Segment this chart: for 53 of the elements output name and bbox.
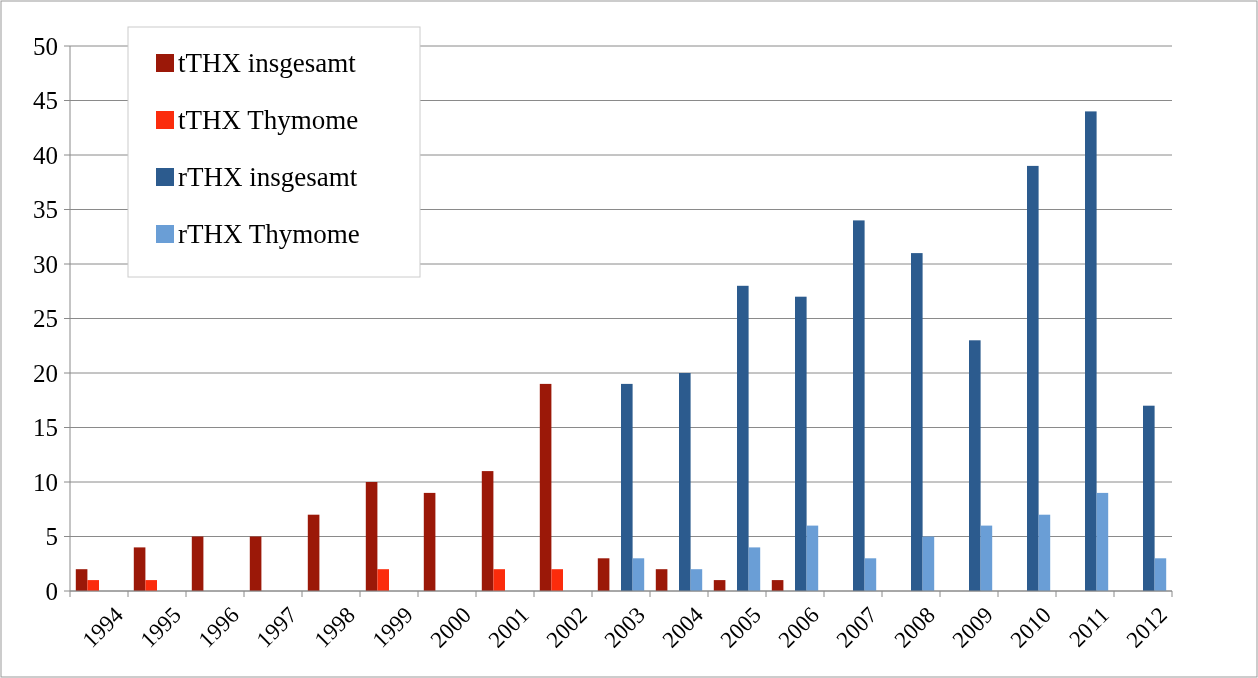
bar (87, 580, 99, 591)
y-tick-label: 30 (33, 250, 58, 278)
legend-label: tTHX Thymome (178, 105, 359, 136)
bar (795, 296, 807, 591)
bar (145, 580, 157, 591)
y-tick-label: 10 (33, 468, 58, 496)
y-tick-label: 50 (33, 32, 58, 60)
bar (1154, 558, 1167, 591)
bar (1143, 405, 1155, 591)
bar (911, 253, 923, 591)
bar (551, 569, 563, 591)
bar (806, 525, 819, 591)
bar (655, 569, 668, 591)
bar (690, 569, 703, 591)
y-tick-label: 35 (33, 196, 58, 224)
legend-label: rTHX insgesamt (178, 162, 358, 193)
y-tick-label: 5 (45, 523, 58, 551)
bar (597, 558, 610, 591)
bar (980, 525, 993, 591)
legend-label: tTHX insgesamt (178, 48, 357, 79)
y-tick-label: 45 (33, 87, 58, 115)
bar (737, 285, 749, 591)
bar (748, 547, 761, 591)
bar (539, 383, 552, 591)
y-tick-label: 20 (33, 359, 58, 387)
bar (1038, 514, 1051, 591)
bar (1096, 492, 1109, 591)
bar (679, 373, 691, 591)
y-tick-label: 25 (33, 305, 58, 333)
y-tick-label: 40 (33, 141, 58, 169)
x-tick-label: 2001 (483, 602, 534, 653)
bar (75, 569, 88, 591)
y-tick-label: 15 (33, 414, 58, 442)
bar (1085, 111, 1097, 591)
bar (969, 340, 981, 591)
bar (853, 220, 865, 591)
bar (922, 536, 935, 591)
bar (864, 558, 877, 591)
bar (133, 547, 146, 591)
bar (493, 569, 505, 591)
bar (377, 569, 389, 591)
bar (1027, 165, 1039, 591)
x-tick-label: 2011 (1064, 602, 1114, 652)
bar (423, 492, 436, 591)
y-tick-label: 0 (45, 577, 58, 605)
bar (481, 471, 494, 591)
legend-label: rTHX Thymome (178, 219, 360, 250)
bar (632, 558, 645, 591)
bar (365, 482, 378, 591)
bar (307, 514, 320, 591)
bar (621, 383, 633, 591)
bar (191, 536, 204, 591)
bar (249, 536, 262, 591)
